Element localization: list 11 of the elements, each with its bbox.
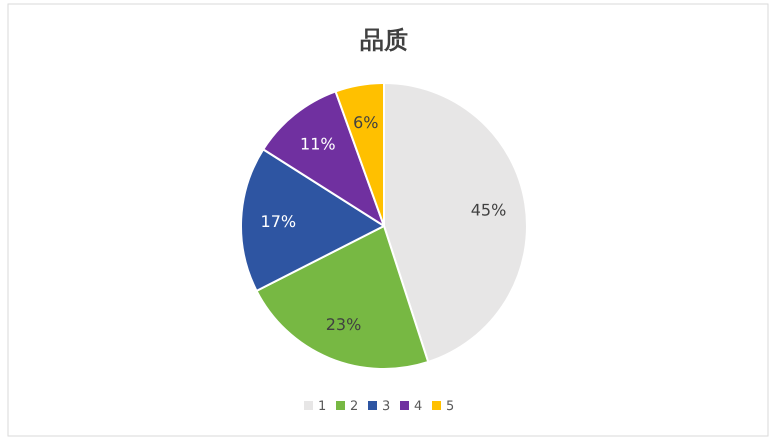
legend-label: 1 (318, 399, 326, 414)
chart-title: 品质 (360, 27, 408, 54)
legend-label: 5 (446, 399, 454, 414)
data-label: 45% (470, 200, 506, 220)
data-label: 23% (326, 314, 362, 334)
data-label: 6% (353, 112, 378, 132)
legend-label: 3 (382, 399, 390, 414)
data-label: 17% (260, 212, 296, 232)
legend-label: 2 (350, 399, 358, 414)
legend-label: 4 (414, 399, 422, 414)
data-label: 11% (300, 134, 336, 154)
